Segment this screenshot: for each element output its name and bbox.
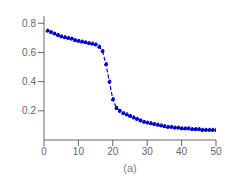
svg-text:0: 0 <box>41 146 47 157</box>
svg-text:0.2: 0.2 <box>22 105 36 116</box>
svg-text:(a): (a) <box>123 162 136 174</box>
svg-text:0.8: 0.8 <box>22 18 36 29</box>
svg-text:0.6: 0.6 <box>22 47 36 58</box>
svg-text:40: 40 <box>176 146 188 157</box>
svg-text:0.4: 0.4 <box>22 76 36 87</box>
svg-text:30: 30 <box>142 146 154 157</box>
svg-text:20: 20 <box>107 146 119 157</box>
svg-text:10: 10 <box>73 146 85 157</box>
svg-text:50: 50 <box>210 146 222 157</box>
